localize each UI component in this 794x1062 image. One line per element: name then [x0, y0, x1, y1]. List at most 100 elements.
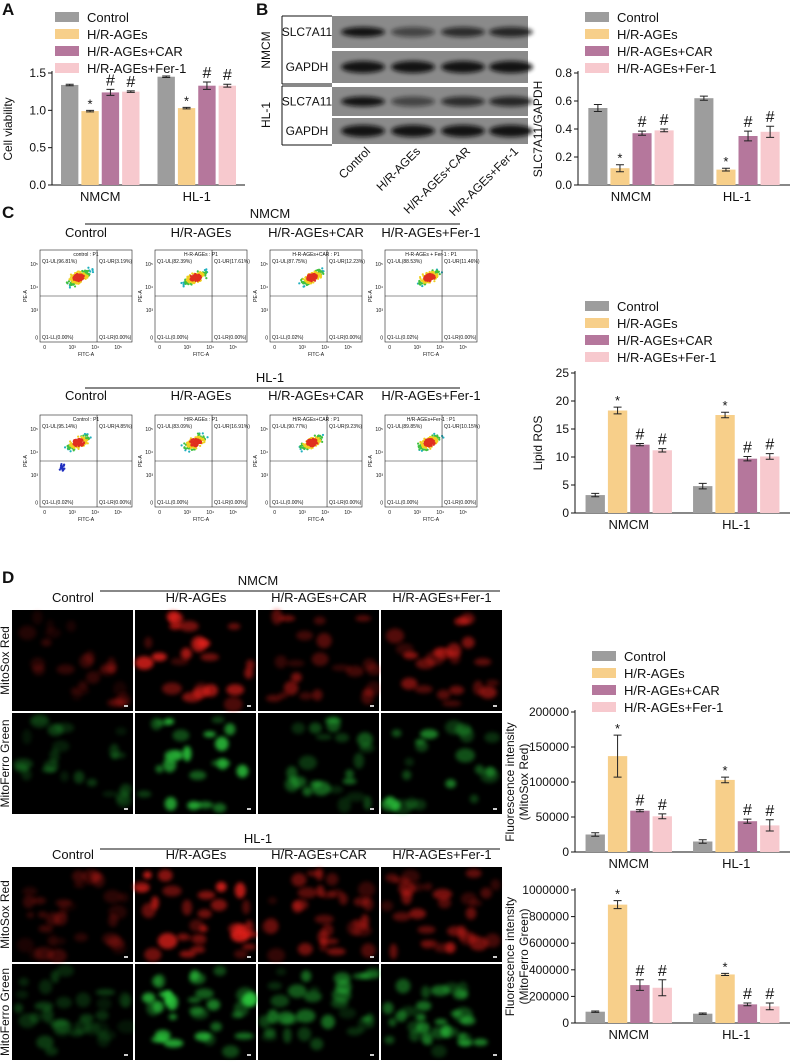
- legend-swatch: [585, 301, 609, 311]
- cell-signal: [335, 979, 352, 995]
- cell-signal: [215, 736, 229, 752]
- y-tick-label: 0: [562, 845, 569, 859]
- significance-marker: #: [766, 109, 775, 126]
- flow-y-tick: 10⁵: [145, 427, 153, 433]
- y-tick-label: 200000: [529, 705, 569, 719]
- quadrant-gate: [270, 250, 362, 342]
- significance-marker: *: [184, 93, 189, 108]
- flow-column-title: H/R-AGEs+CAR: [268, 388, 364, 403]
- flow-y-tick: 10³: [261, 308, 269, 314]
- cell-signal: [298, 755, 317, 770]
- flow-event: [83, 269, 87, 272]
- cell-signal: [417, 925, 436, 934]
- flow-event: [431, 434, 434, 437]
- cell-signal: [189, 770, 207, 781]
- cell-signal: [163, 990, 173, 1006]
- flow-y-tick: 10³: [31, 473, 39, 479]
- cell-signal: [203, 731, 216, 738]
- flow-y-label: PE-A: [253, 455, 259, 467]
- scale-bar: [493, 1054, 497, 1056]
- legend-label: H/R-AGEs+CAR: [624, 683, 720, 698]
- cell-signal: [31, 716, 48, 724]
- cell-signal: [325, 873, 339, 886]
- scale-bar: [247, 808, 251, 810]
- cell-signal: [331, 664, 351, 672]
- blot-row-label: GAPDH: [286, 60, 329, 74]
- blot-band: [391, 125, 435, 137]
- flow-x-label: FITC-A: [193, 352, 210, 358]
- bar: [760, 131, 780, 185]
- legend-swatch: [585, 29, 609, 39]
- micrograph: [135, 713, 256, 814]
- flow-event: [442, 436, 445, 439]
- flow-event: [60, 464, 63, 467]
- error-bar: [591, 1010, 600, 1013]
- flow-group-title: NMCM: [250, 206, 290, 221]
- cell-signal: [195, 988, 214, 999]
- cell-signal: [74, 932, 88, 942]
- flow-header: H/R-AGEs+CAR : P1: [292, 417, 339, 423]
- panel-label: B: [256, 0, 268, 19]
- flow-y-tick: 10⁵: [375, 427, 383, 433]
- flow-event: [68, 286, 72, 289]
- flow-y-tick: 10⁵: [30, 427, 38, 433]
- legend-label: H/R-AGEs+CAR: [87, 44, 183, 59]
- legend-label: Control: [617, 10, 659, 25]
- micrograph: [258, 964, 381, 1060]
- flow-y-label: PE-A: [253, 290, 259, 302]
- legend-label: H/R-AGEs: [617, 316, 678, 331]
- flow-event: [91, 268, 94, 272]
- legend-label: H/R-AGEs: [617, 27, 678, 42]
- cell-signal: [211, 759, 231, 767]
- cell-signal: [458, 1032, 467, 1041]
- x-tick-label: HL-1: [183, 189, 211, 204]
- cell-signal: [385, 796, 395, 807]
- cell-signal: [66, 620, 77, 632]
- error-bar: [162, 75, 171, 78]
- blot-band: [489, 125, 533, 137]
- blot-group-label: NMCM: [259, 31, 273, 68]
- cell-signal: [311, 781, 331, 796]
- y-tick-label: 200000: [529, 989, 569, 1003]
- cell-signal: [197, 890, 216, 900]
- quadrant-label: Q1-LR(0.00%): [99, 335, 132, 341]
- flow-column-title: Control: [65, 388, 107, 403]
- scale-bar: [124, 705, 128, 707]
- flow-x-tick: 10³: [414, 345, 422, 351]
- flow-y-tick: 10⁵: [375, 262, 383, 268]
- cell-signal: [352, 973, 371, 980]
- flow-x-tick: 10⁵: [344, 345, 352, 351]
- flow-event: [310, 441, 314, 444]
- legend-swatch: [585, 63, 609, 73]
- cell-signal: [224, 723, 236, 736]
- cell-signal: [116, 692, 131, 707]
- flow-event: [61, 469, 64, 472]
- flow-column-title: H/R-AGEs+Fer-1: [381, 388, 480, 403]
- flow-x-label: FITC-A: [423, 352, 440, 358]
- flow-column-title: H/R-AGEs: [171, 388, 232, 403]
- cell-signal: [236, 764, 249, 778]
- cell-signal: [296, 630, 314, 641]
- image-row-label: MitoSox Red: [0, 626, 12, 695]
- cell-signal: [95, 1010, 109, 1021]
- flow-event: [69, 440, 72, 443]
- flow-column-title: H/R-AGEs: [171, 225, 232, 240]
- cell-signal: [469, 936, 489, 951]
- cell-signal: [18, 977, 29, 987]
- bar: [607, 410, 628, 513]
- cell-signal: [101, 663, 118, 672]
- cell-signal: [13, 758, 33, 770]
- blot-band: [441, 125, 485, 137]
- x-tick-label: HL-1: [722, 1027, 750, 1042]
- cell-signal: [409, 1029, 420, 1042]
- cell-signal: [286, 659, 305, 667]
- bar: [81, 111, 99, 185]
- image-column-title: H/R-AGEs+CAR: [271, 847, 367, 862]
- significance-marker: *: [723, 398, 728, 413]
- cell-signal: [72, 870, 86, 883]
- image-column-title: Control: [52, 847, 94, 862]
- quadrant-gate: [40, 250, 132, 342]
- flow-event: [313, 434, 316, 437]
- significance-marker: #: [744, 114, 753, 131]
- cell-signal: [179, 620, 199, 632]
